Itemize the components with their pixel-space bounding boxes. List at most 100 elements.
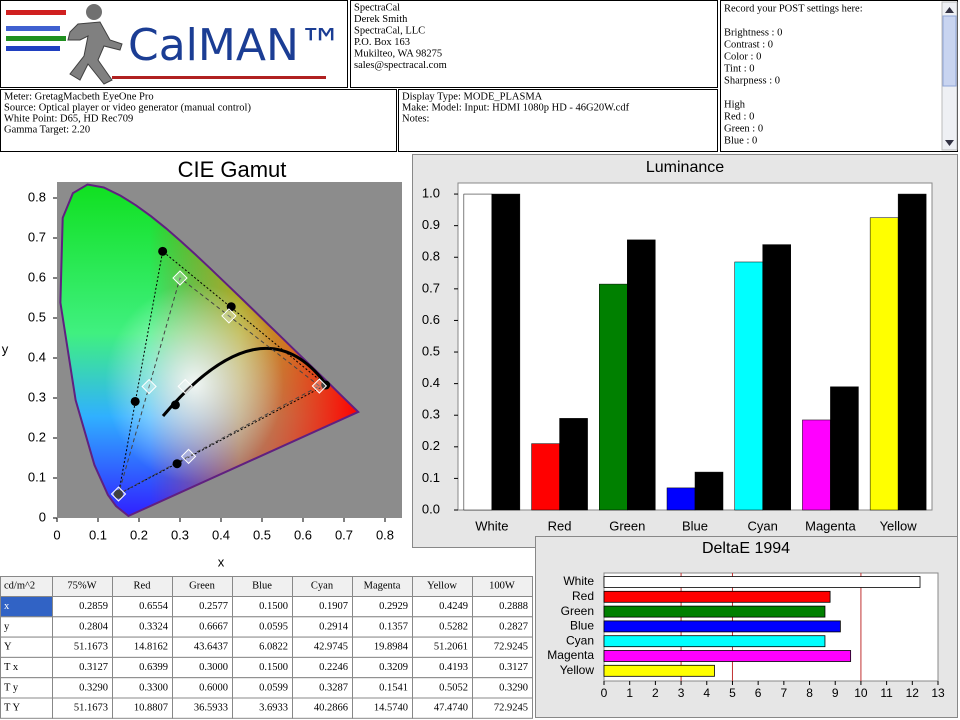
bar bbox=[734, 261, 763, 511]
cell-text: 0.4249 bbox=[439, 601, 468, 612]
bar bbox=[666, 487, 696, 511]
y-tick-label: 0.6 bbox=[28, 269, 46, 284]
post-high-setting: Blue : 0 bbox=[724, 135, 757, 146]
cell-text: 51.2061 bbox=[434, 642, 468, 653]
x-tick-label: 8 bbox=[806, 686, 813, 700]
header-text: cd/m^2 bbox=[4, 580, 35, 591]
cell-text: 0.3300 bbox=[139, 682, 168, 693]
meter-box bbox=[0, 89, 397, 152]
row-header-text: T x bbox=[4, 662, 19, 673]
y-axis-label: y bbox=[2, 341, 9, 356]
y-tick-label: 1.0 bbox=[422, 185, 440, 200]
cell-text: 0.2827 bbox=[499, 621, 528, 632]
x-tick-label: 0.3 bbox=[171, 527, 189, 542]
y-tick-label: 0.2 bbox=[422, 438, 440, 453]
x-tick-label: Blue bbox=[682, 518, 708, 533]
display-line: Make: Model: Input: HDMI 1080p HD - 46G2… bbox=[402, 102, 630, 113]
row-header-text: y bbox=[4, 621, 10, 632]
cell-text: 0.1500 bbox=[259, 662, 288, 673]
cell-text: 6.0822 bbox=[259, 642, 288, 653]
header-text: Blue bbox=[252, 580, 272, 591]
y-tick-label: 0.0 bbox=[422, 501, 440, 516]
x-tick-label: 2 bbox=[652, 686, 659, 700]
target-point bbox=[180, 448, 197, 465]
x-tick-label: 0.6 bbox=[294, 527, 312, 542]
bar bbox=[491, 193, 521, 511]
cell-text: 0.6399 bbox=[139, 662, 168, 673]
x-tick-label: 0 bbox=[53, 527, 60, 542]
post-high-setting: Red : 0 bbox=[724, 111, 754, 122]
header-text: 75%W bbox=[67, 580, 96, 591]
y-tick-label: Blue bbox=[570, 619, 594, 633]
cell-text: 0.3290 bbox=[79, 682, 108, 693]
post-setting: Sharpness : 0 bbox=[724, 75, 780, 86]
chart-title: CIE Gamut bbox=[178, 157, 287, 182]
blackbody-curve bbox=[161, 346, 327, 417]
cell-text: 0.5282 bbox=[439, 621, 468, 632]
display-line: Notes: bbox=[402, 113, 429, 124]
x-tick-label: 12 bbox=[906, 686, 920, 700]
y-tick-label: 0.9 bbox=[422, 217, 440, 232]
cell-text: 0.2859 bbox=[79, 601, 108, 612]
x-tick-label: 0.5 bbox=[253, 527, 271, 542]
post-title: Record your POST settings here: bbox=[724, 3, 863, 14]
cell-text: 51.1673 bbox=[74, 642, 108, 653]
scrollbar[interactable] bbox=[941, 1, 958, 151]
x-tick-label: 0.4 bbox=[212, 527, 230, 542]
bar bbox=[627, 239, 656, 511]
bar bbox=[603, 590, 831, 603]
x-tick-label: White bbox=[475, 518, 508, 533]
bar bbox=[603, 650, 852, 662]
cell-text: 0.0595 bbox=[259, 621, 288, 632]
post-setting: Brightness : 0 bbox=[724, 27, 782, 38]
x-tick-label: 5 bbox=[729, 686, 736, 700]
cell-text: 0.3127 bbox=[79, 662, 108, 673]
cell-text: 0.1541 bbox=[379, 682, 408, 693]
y-tick-label: Yellow bbox=[560, 663, 595, 677]
bar bbox=[869, 217, 899, 511]
cell-text: 0.3127 bbox=[499, 662, 528, 673]
target-point bbox=[177, 378, 193, 395]
x-tick-label: 7 bbox=[781, 686, 788, 700]
meter-line: White Point: D65, HD Rec709 bbox=[4, 113, 133, 124]
bar bbox=[897, 193, 927, 511]
cell-text: 0.2888 bbox=[499, 601, 528, 612]
measured-point bbox=[170, 400, 180, 410]
display-box bbox=[398, 89, 718, 152]
post-high-title: High bbox=[724, 99, 746, 110]
x-tick-label: Red bbox=[548, 518, 572, 533]
x-tick-label: 0.1 bbox=[89, 527, 107, 542]
header-text: Red bbox=[134, 580, 152, 591]
y-tick-label: Green bbox=[561, 604, 594, 618]
target-point bbox=[311, 378, 328, 394]
cell-text: 0.6000 bbox=[199, 682, 228, 693]
measured-point bbox=[130, 396, 140, 406]
x-tick-label: 6 bbox=[755, 686, 762, 700]
target-point bbox=[110, 486, 127, 502]
cell-text: 0.1357 bbox=[379, 621, 408, 632]
post-setting: Color : 0 bbox=[724, 51, 761, 62]
x-tick-label: 0.8 bbox=[376, 527, 394, 542]
y-tick-label: 0.1 bbox=[28, 469, 46, 484]
header-text: Green bbox=[189, 580, 215, 591]
x-tick-label: 0.2 bbox=[130, 527, 148, 542]
bar bbox=[802, 419, 831, 511]
bar bbox=[603, 635, 826, 648]
target-point bbox=[172, 270, 188, 286]
spectral-locus bbox=[59, 183, 360, 518]
y-tick-label: 0.7 bbox=[422, 280, 440, 295]
x-tick-label: Green bbox=[609, 518, 645, 533]
cell-text: 72.9245 bbox=[494, 703, 528, 714]
contact-line: Derek Smith bbox=[354, 14, 408, 25]
cell-text: 0.0599 bbox=[259, 682, 288, 693]
x-tick-label: 10 bbox=[854, 686, 868, 700]
cell-text: 0.2929 bbox=[379, 601, 408, 612]
y-tick-label: 0.3 bbox=[28, 389, 46, 404]
meter-line: Source: Optical player or video generato… bbox=[4, 102, 251, 113]
cell-text: 42.9745 bbox=[314, 642, 348, 653]
cell-text: 51.1673 bbox=[74, 703, 108, 714]
measured-point bbox=[158, 246, 168, 256]
bar bbox=[531, 443, 560, 511]
contact-line: P.O. Box 163 bbox=[354, 37, 410, 48]
